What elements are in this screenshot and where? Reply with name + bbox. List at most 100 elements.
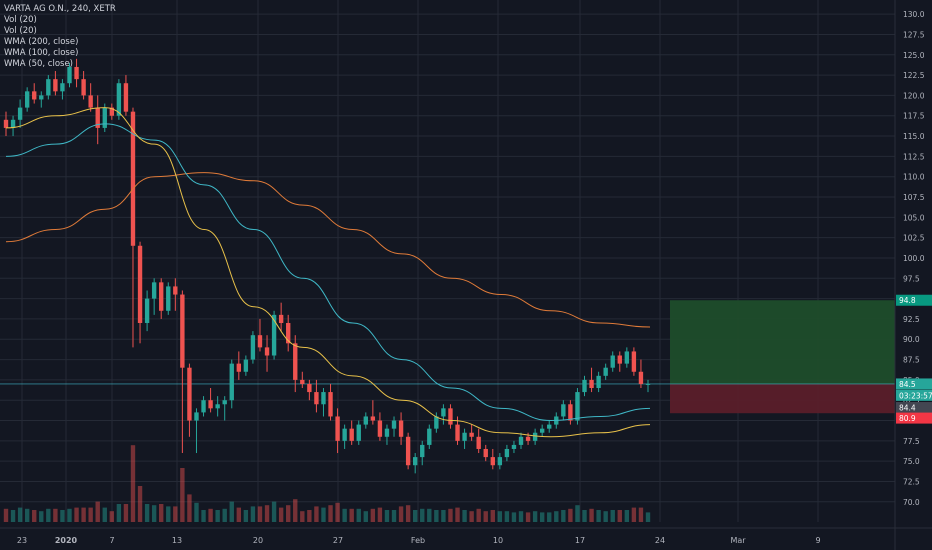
price-tick-label: 87.5 bbox=[903, 356, 920, 365]
price-tick-label: 122.5 bbox=[903, 71, 925, 80]
volume-bar bbox=[645, 512, 651, 522]
volume-bar bbox=[490, 510, 495, 522]
volume-bar bbox=[391, 510, 397, 522]
candle-body bbox=[455, 424, 460, 441]
volume-bar bbox=[278, 507, 284, 522]
volume-bar bbox=[328, 505, 333, 522]
volume-bar bbox=[547, 512, 552, 522]
volume-bar bbox=[229, 501, 234, 522]
volume-bar bbox=[307, 510, 312, 522]
candle-body bbox=[194, 412, 199, 421]
candle-body bbox=[483, 448, 488, 458]
candle-body bbox=[229, 363, 234, 401]
volume-bar bbox=[420, 508, 425, 522]
volume-bar bbox=[575, 505, 580, 522]
candle-body bbox=[596, 375, 601, 389]
study-wma-200[interactable]: WMA (200, close) bbox=[4, 37, 79, 47]
volume-bar bbox=[95, 501, 100, 522]
volume-bar bbox=[208, 508, 213, 522]
candle-body bbox=[208, 400, 213, 409]
volume-bar bbox=[455, 507, 460, 522]
price-tag bbox=[896, 378, 932, 390]
candle-body bbox=[88, 95, 93, 108]
candle-body bbox=[398, 420, 404, 437]
candle-body bbox=[10, 119, 16, 128]
candle-body bbox=[518, 436, 524, 445]
volume-bar bbox=[187, 494, 192, 522]
candle-body bbox=[547, 424, 552, 429]
price-tag-label: 84.4 bbox=[899, 404, 916, 413]
volume-bar bbox=[321, 507, 326, 522]
volume-bar bbox=[257, 506, 263, 522]
candle-body bbox=[405, 436, 411, 466]
candle-body bbox=[201, 400, 206, 413]
volume-bar bbox=[554, 511, 559, 522]
candle-body bbox=[3, 119, 9, 128]
candle-body bbox=[222, 400, 227, 405]
volume-bar bbox=[194, 502, 199, 522]
price-tick-label: 97.5 bbox=[903, 274, 920, 283]
volume-bar bbox=[427, 508, 432, 522]
candle-body bbox=[603, 367, 608, 376]
candle-body bbox=[173, 286, 178, 295]
volume-bars bbox=[3, 445, 651, 522]
candle-body bbox=[159, 282, 164, 311]
volume-bar bbox=[434, 510, 439, 522]
candle-body bbox=[645, 383, 651, 385]
candle-body bbox=[243, 359, 249, 372]
candle-body bbox=[532, 432, 538, 441]
candle-body bbox=[434, 416, 439, 429]
candle-body bbox=[300, 379, 305, 384]
price-tick-label: 100.0 bbox=[903, 254, 925, 263]
volume-bar bbox=[476, 508, 481, 522]
candle-body bbox=[53, 79, 58, 92]
candle-body bbox=[123, 83, 129, 112]
candle-body bbox=[314, 392, 319, 405]
price-tick-label: 90.0 bbox=[903, 335, 920, 344]
volume-bar bbox=[398, 506, 404, 522]
volume-bar bbox=[497, 511, 503, 522]
price-tick-label: 125.0 bbox=[903, 51, 925, 60]
candle-body bbox=[264, 347, 270, 356]
volume-bar bbox=[511, 512, 517, 522]
price-tick-label: 70.0 bbox=[903, 498, 920, 507]
candle-body bbox=[102, 107, 107, 128]
time-axis-label: 27 bbox=[333, 536, 343, 545]
volume-bar bbox=[10, 510, 16, 522]
study-wma-100[interactable]: WMA (100, close) bbox=[4, 48, 79, 58]
volume-bar bbox=[17, 507, 23, 522]
time-axis-label: 7 bbox=[109, 536, 114, 545]
candle-body bbox=[539, 428, 545, 433]
candle-body bbox=[525, 436, 531, 441]
study-wma-50[interactable]: WMA (50, close) bbox=[4, 59, 74, 69]
volume-bar bbox=[74, 507, 79, 522]
volume-bar bbox=[377, 507, 383, 522]
candle-body bbox=[412, 457, 418, 466]
volume-bar bbox=[589, 508, 594, 522]
price-tick-label: 120.0 bbox=[903, 91, 925, 100]
volume-bar bbox=[130, 445, 136, 522]
long-position-profit-zone bbox=[670, 300, 895, 384]
study-volume-1[interactable]: Vol (20) bbox=[4, 15, 37, 25]
volume-bar bbox=[81, 507, 86, 522]
symbol-title[interactable]: VARTA AG O.N., 240, XETR bbox=[4, 4, 116, 14]
candle-body bbox=[293, 343, 298, 380]
volume-bar bbox=[166, 506, 171, 522]
candle-body bbox=[187, 367, 192, 421]
study-volume-2[interactable]: Vol (20) bbox=[4, 26, 37, 36]
candle-body bbox=[278, 314, 284, 323]
candle-body bbox=[356, 424, 361, 441]
price-tick-label: 105.0 bbox=[903, 213, 925, 222]
volume-bar bbox=[539, 512, 545, 522]
volume-bar bbox=[596, 510, 601, 522]
volume-bar bbox=[342, 508, 347, 522]
volume-bar bbox=[236, 507, 242, 522]
volume-bar bbox=[384, 510, 390, 522]
price-tick-label: 112.5 bbox=[903, 152, 925, 161]
volume-bar bbox=[264, 505, 270, 522]
candle-body bbox=[497, 457, 503, 466]
candle-body bbox=[490, 457, 495, 466]
